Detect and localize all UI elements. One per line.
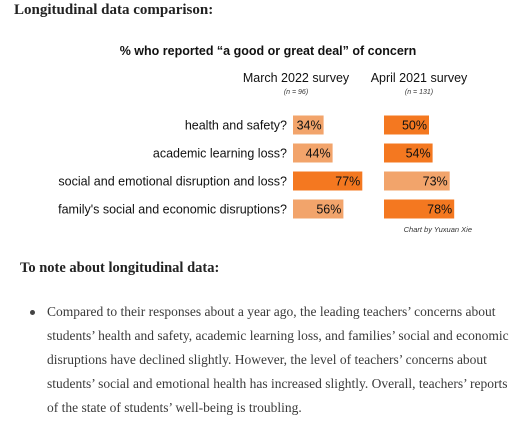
category-label-health-and-safety: health and safety? bbox=[185, 119, 287, 133]
series-name-april-2021: April 2021 survey bbox=[371, 71, 468, 85]
bar-april-2021-survey-social-and-emotional-disruption-and-loss bbox=[384, 171, 450, 191]
value-label-april-2021-survey-family-s-social-and-economic-disruptions: 78% bbox=[427, 203, 452, 217]
value-label-april-2021-survey-social-and-emotional-disruption-and-loss: 73% bbox=[423, 175, 448, 189]
value-label-april-2021-survey-academic-learning-loss: 54% bbox=[406, 147, 431, 161]
bar-march-2022-survey-social-and-emotional-disruption-and-loss bbox=[293, 171, 363, 191]
bar-march-2022-survey-family-s-social-and-economic-disruptions bbox=[293, 199, 344, 219]
notes-heading: To note about longitudinal data: bbox=[20, 260, 220, 276]
category-label-academic-learning-loss: academic learning loss? bbox=[153, 147, 287, 161]
series-name-march-2022: March 2022 survey bbox=[243, 71, 350, 85]
bar-chart: % who reported “a good or great deal” of… bbox=[58, 44, 472, 234]
bar-april-2021-survey-academic-learning-loss bbox=[384, 143, 433, 163]
series-n-march-2022: (n = 96) bbox=[284, 89, 308, 96]
section-heading: Longitudinal data comparison: bbox=[14, 2, 214, 18]
value-label-march-2022-survey-family-s-social-and-economic-disruptions: 56% bbox=[316, 203, 341, 217]
chart-title: % who reported “a good or great deal” of… bbox=[120, 44, 417, 58]
value-label-april-2021-survey-health-and-safety: 50% bbox=[402, 119, 427, 133]
value-label-march-2022-survey-health-and-safety: 34% bbox=[297, 119, 322, 133]
value-label-march-2022-survey-social-and-emotional-disruption-and-loss: 77% bbox=[335, 175, 360, 189]
bar-april-2021-survey-family-s-social-and-economic-disruptions bbox=[384, 199, 455, 219]
chart-credit: Chart by Yuxuan Xie bbox=[404, 225, 472, 234]
bullet-point-icon bbox=[30, 310, 35, 315]
value-label-march-2022-survey-academic-learning-loss: 44% bbox=[306, 147, 331, 161]
bar-march-2022-survey-academic-learning-loss bbox=[293, 143, 333, 163]
category-label-social-and-emotional-disruption-and-loss: social and emotional disruption and loss… bbox=[58, 175, 287, 189]
bar-march-2022-survey-health-and-safety bbox=[293, 115, 324, 135]
series-n-april-2021: (n = 131) bbox=[405, 89, 433, 96]
notes-bullet-text: Compared to their responses about a year… bbox=[47, 304, 509, 415]
category-label-family-s-social-and-economic-disruptions: family's social and economic disruptions… bbox=[58, 203, 287, 217]
bar-april-2021-survey-health-and-safety bbox=[384, 115, 429, 135]
